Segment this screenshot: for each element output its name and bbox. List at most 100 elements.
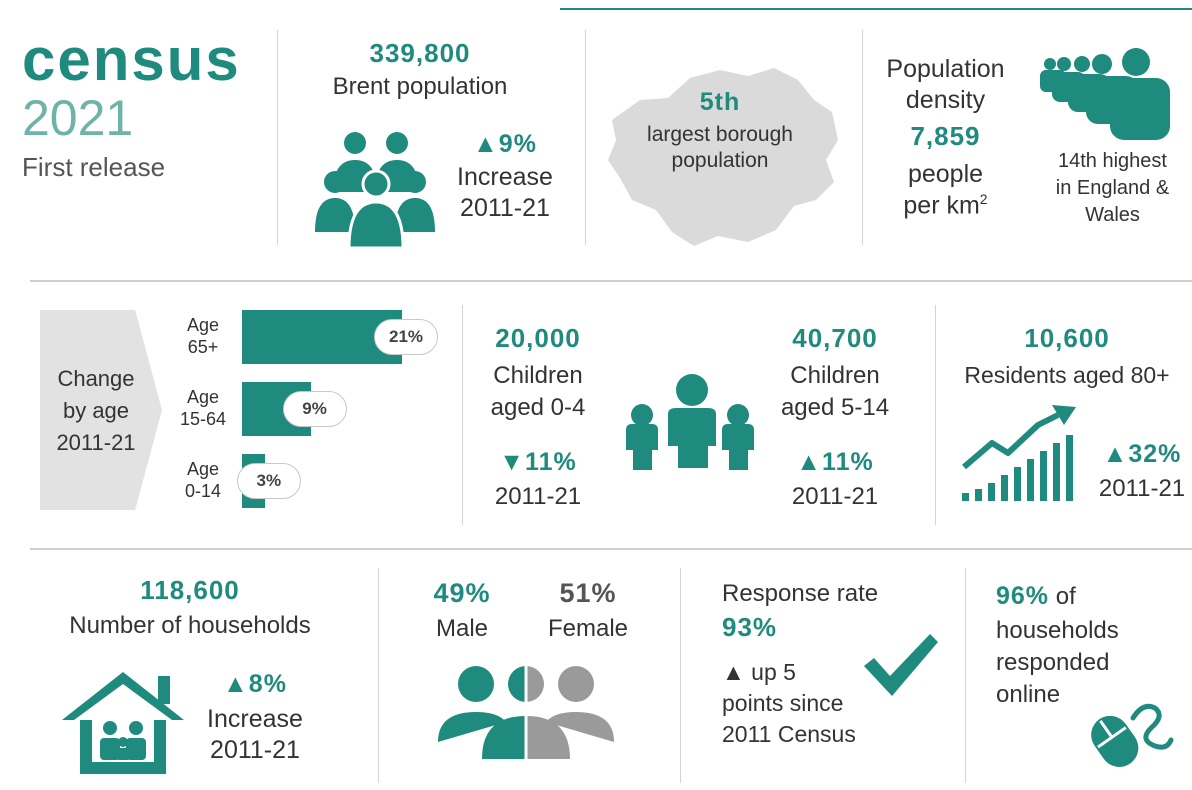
households-period: 2011-21 [210, 736, 300, 764]
section-divider [30, 548, 1192, 550]
population-change: ▲9% [473, 130, 537, 158]
population-period: 2011-21 [460, 194, 550, 222]
children-older-change: ▲11% [796, 448, 874, 476]
online-line2: responded [996, 649, 1110, 676]
density-unit-sup: 2 [979, 191, 988, 207]
growth-chart-icon [960, 405, 1085, 505]
logo-year: 2021 [22, 90, 134, 146]
online-line3: online [996, 681, 1061, 708]
section-divider [30, 280, 1192, 282]
age-bar-label-line2: 15-64 [179, 409, 227, 429]
households-value: 118,600 [140, 575, 240, 605]
age-bar-label-line2: 65+ [187, 337, 219, 357]
divider [277, 30, 278, 245]
age-change-title-line1: Change [57, 366, 135, 391]
people-group-icon [315, 130, 437, 248]
density-value: 7,859 [910, 121, 981, 151]
population-block: 339,800 Brent population [285, 38, 555, 101]
density-rank-line3: Wales [1085, 204, 1140, 226]
elderly-label: Residents aged 80+ [964, 362, 1170, 388]
female-pct: 51% [559, 578, 617, 608]
density-unit-line2: per km2 [868, 191, 1023, 220]
response-label: Response rate [722, 580, 879, 607]
logo-subtitle: First release [22, 152, 166, 182]
elderly-period: 2011-21 [1098, 475, 1186, 502]
population-change-block: ▲9% Increase 2011-21 [440, 130, 570, 223]
households-label: Number of households [69, 612, 311, 639]
age-bar-label-line2: 0-14 [184, 481, 222, 501]
divider [378, 568, 379, 783]
borough-rank-block: 5th largest borough population [600, 88, 840, 173]
divider [462, 305, 463, 525]
borough-rank-line2: population [671, 149, 769, 172]
age-bar-label: Age 0-14 [170, 458, 236, 502]
online-value-line: 96% of [996, 582, 1186, 611]
age-bar-value-label: 9% [282, 391, 347, 427]
density-block: Population density 7,859 people per km2 [868, 55, 1023, 220]
children-young-line2: aged 0-4 [490, 394, 586, 421]
children-young-period: 2011-21 [494, 483, 582, 510]
people-row-icon [1040, 48, 1170, 140]
households-change-label: Increase [207, 705, 303, 733]
children-older-period: 2011-21 [791, 483, 879, 510]
age-change-title-line3: 2011-21 [56, 430, 136, 455]
households-change: ▲8% [223, 670, 287, 698]
male-block: 49% Male [412, 578, 512, 643]
children-older-value: 40,700 [792, 323, 878, 353]
male-label: Male [435, 615, 489, 642]
top-rule [560, 8, 1192, 10]
response-value: 93% [722, 612, 778, 642]
density-unit-text: per km [903, 191, 980, 220]
age-change-title: Change by age 2011-21 [40, 366, 152, 456]
divider [585, 30, 586, 245]
borough-rank: 5th [699, 88, 741, 116]
elderly-value: 10,600 [1024, 323, 1110, 353]
population-value: 339,800 [369, 38, 471, 68]
female-block: 51% Female [528, 578, 648, 643]
households-change-block: ▲8% Increase 2011-21 [190, 670, 320, 765]
census-logo: census 2021 First release [22, 30, 241, 183]
online-block: 96% of households responded online [996, 582, 1186, 709]
density-rank-line1: 14th highest [1058, 150, 1167, 172]
age-bar-label-line1: Age [186, 315, 220, 335]
age-change-arrow [40, 310, 162, 510]
divider [680, 568, 681, 783]
elderly-change: ▲32% [1102, 440, 1182, 468]
children-young-line1: Children [493, 362, 583, 389]
response-block: Response rate 93% ▲ up 5 points since 20… [722, 580, 922, 748]
male-pct: 49% [433, 578, 491, 608]
age-bar-label: Age 65+ [170, 314, 236, 358]
children-young-value: 20,000 [495, 323, 581, 353]
borough-rank-line1: largest borough [647, 123, 793, 146]
density-unit-line1: people [907, 160, 984, 188]
divider [965, 568, 966, 783]
age-bar-label: Age 15-64 [170, 386, 236, 430]
divider [862, 30, 863, 245]
london-map-icon [598, 60, 848, 248]
children-older-line2: aged 5-14 [780, 394, 890, 421]
online-line1: households [996, 617, 1119, 644]
female-label: Female [547, 615, 629, 642]
response-line3: 2011 Census [722, 721, 856, 747]
children-young-change: ▼11% [499, 448, 577, 476]
family-icon [620, 372, 770, 472]
density-rank-block: 14th highest in England & Wales [1035, 150, 1190, 227]
age-bar-value-label: 3% [236, 463, 301, 499]
online-value: 96% [996, 582, 1050, 610]
response-line1: ▲ up 5 [722, 659, 796, 685]
age-bar-value-label: 21% [374, 319, 438, 355]
elderly-block: 10,600 Residents aged 80+ [942, 323, 1192, 389]
elderly-change-block: ▲32% 2011-21 [1092, 440, 1192, 503]
logo-text: census [22, 26, 241, 93]
age-change-chart: Age 65+ 21% Age 15-64 9% Age 0-14 3% [170, 310, 460, 520]
online-value-suffix: of [1049, 583, 1076, 610]
density-line2: density [905, 86, 986, 114]
children-young-block: 20,000 Children aged 0-4 ▼11% 2011-21 [468, 323, 608, 511]
density-rank-line2: in England & [1055, 177, 1170, 199]
households-block: 118,600 Number of households [30, 575, 350, 640]
population-change-label: Increase [457, 163, 553, 191]
response-line2: points since [722, 690, 844, 716]
checkmark-icon [860, 630, 940, 700]
house-family-icon [62, 668, 184, 774]
computer-mouse-icon [1085, 700, 1175, 770]
